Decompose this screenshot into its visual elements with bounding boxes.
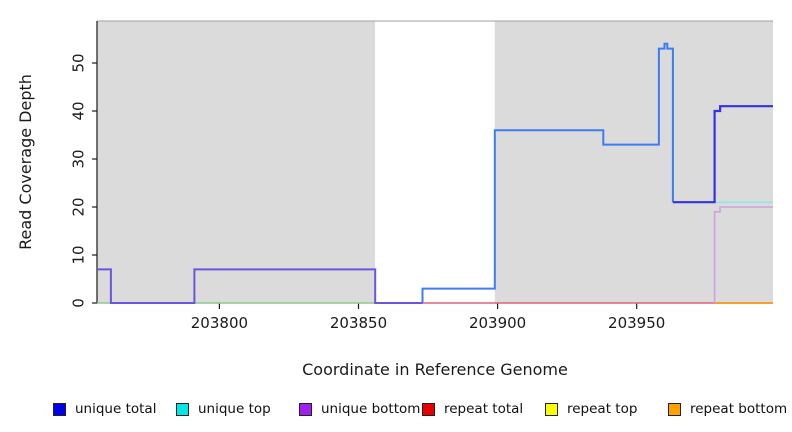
y-tick-label: 0 [70,298,88,308]
legend-label: unique total [75,401,157,417]
unique-overlap-indigo [97,268,423,304]
chart-legend: unique total unique top unique bottom repea… [53,399,792,419]
unshaded-gap [375,21,495,303]
x-tick-label: 203900 [469,314,526,332]
unique-total-darkblue [672,105,773,204]
legend-item-unique-bottom: unique bottom [299,401,422,417]
y-tick-label: 50 [70,53,88,72]
legend-item-repeat-total: repeat total [422,401,545,417]
shaded-region-right [494,21,773,303]
legend-label: repeat bottom [690,401,788,417]
legend-label: repeat total [444,401,524,417]
unique-total-lightblue [421,42,674,303]
legend-item-repeat-bottom: repeat bottom [668,401,791,417]
legend-swatch-repeat-bottom [668,402,681,416]
legend-item-unique-top: unique top [176,401,299,417]
legend-swatch-unique-bottom [299,402,312,416]
x-axis-label: Coordinate in Reference Genome [302,360,568,379]
y-tick-label: 40 [70,101,88,120]
shaded-region-left [97,21,376,303]
x-tick-label: 203950 [608,314,665,332]
legend-label: unique top [198,401,271,417]
y-axis-label: Read Coverage Depth [16,74,35,250]
x-tick-label: 203800 [191,314,248,332]
y-tick-label: 10 [70,245,88,264]
legend-swatch-unique-total [53,402,66,416]
y-tick-label: 30 [70,149,88,168]
unique-bottom-plum [713,206,773,303]
x-tick-label: 203850 [330,314,387,332]
legend-swatch-unique-top [176,402,189,416]
legend-item-unique-total: unique total [53,401,176,417]
legend-swatch-repeat-total [422,402,435,416]
legend-item-repeat-top: repeat top [545,401,668,417]
y-tick-label: 20 [70,197,88,216]
legend-swatch-repeat-top [545,402,558,416]
legend-label: repeat top [567,401,638,417]
legend-label: unique bottom [321,401,421,417]
